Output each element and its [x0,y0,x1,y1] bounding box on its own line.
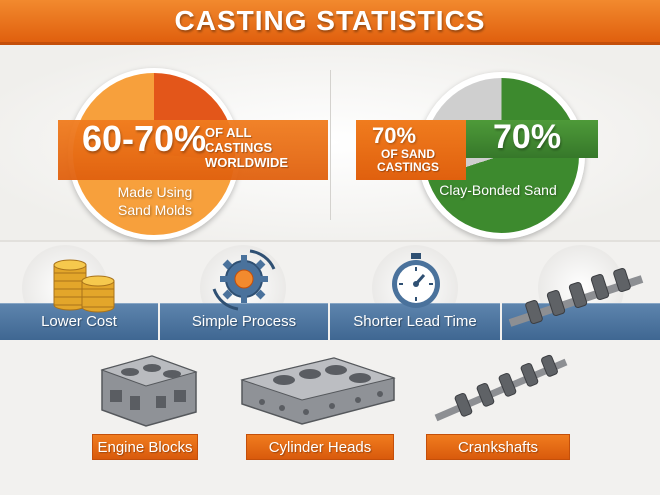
crankshaft-icon [434,354,568,422]
part-label-box: Engine Blocks [92,434,198,460]
right-stat-ribbon [356,120,466,180]
section-divider [0,240,660,242]
benefits-row: Lower Cost Simple Process [0,245,660,345]
right-stat-percent-small: 70% [372,123,417,148]
benefit-shorter-lead-time: Shorter Lead Time [330,245,500,345]
pie-label-line: Made Using [117,184,193,200]
stopwatch-icon [392,253,440,308]
left-stat-caption: OF ALL CASTINGS WORLDWIDE [205,125,325,170]
benefit-label: Shorter Lead Time [353,313,477,330]
cylinder-head-icon [240,357,396,425]
right-stat-percent-big: 70% [493,118,562,156]
benefit-simple-process: Simple Process [160,245,328,345]
part-label: Engine Blocks [97,439,193,456]
part-engine-blocks: Engine Blocks [92,350,198,460]
caption-line: WORLDWIDE [205,155,289,170]
left-stat-ribbon [58,120,328,180]
right-pie-label: Clay-Bonded Sand [439,182,557,198]
caption-line: OF ALL [205,125,252,140]
benefit-label: Lower Cost [41,313,117,330]
stats-divider [330,70,331,220]
header-banner: CASTING STATISTICS [0,0,660,45]
part-crankshafts: Crankshafts [426,350,570,460]
pie-label-line: Sand Molds [118,202,192,218]
part-label: Cylinder Heads [268,439,372,456]
caption-line: CASTINGS [205,140,273,155]
left-pie-label: Made Using Sand Molds [100,183,210,219]
part-cylinder-heads: Cylinder Heads [240,350,396,460]
caption-line: CASTINGS [376,160,439,174]
engine-block-icon [100,355,198,427]
right-stat-green-band [466,120,598,158]
benefit-bar [160,303,328,340]
right-stat-caption: OF SAND CASTINGS [358,148,458,174]
part-label-box: Cylinder Heads [246,434,394,460]
part-label-box: Crankshafts [426,434,570,460]
benefit-bar [330,303,500,340]
crankshaft-icon [508,267,644,327]
benefit-lower-cost: Lower Cost [0,245,158,345]
left-stat-percent: 60-70% [82,118,207,159]
coins-icon [53,259,115,313]
caption-line: OF SAND [381,147,435,161]
gears-cycle-icon [212,249,276,311]
part-label: Crankshafts [457,439,539,456]
benefit-label: Simple Process [191,313,297,330]
page-title: CASTING STATISTICS [174,5,486,36]
benefit-crankshaft [502,245,660,345]
